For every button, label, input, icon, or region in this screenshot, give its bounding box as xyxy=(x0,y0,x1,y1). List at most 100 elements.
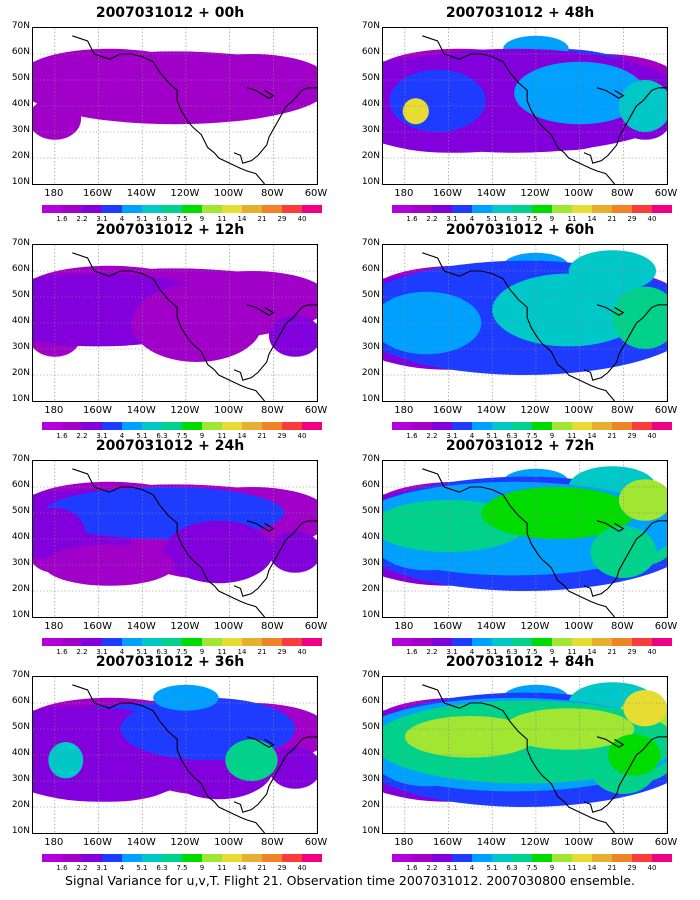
colorbar-label: 7.5 xyxy=(176,864,188,872)
colorbar-label: 1.6 xyxy=(56,432,68,440)
colorbar-swatch xyxy=(222,205,242,213)
colorbar-label: 3.1 xyxy=(96,864,108,872)
variance-field xyxy=(383,28,667,184)
lon-label: 180 xyxy=(394,405,414,416)
colorbar-label: 5.1 xyxy=(486,648,498,656)
colorbar-label: 5.1 xyxy=(136,864,148,872)
lat-label: 30N xyxy=(361,342,380,352)
colorbar-swatch xyxy=(532,638,552,646)
colorbar-label: 3.1 xyxy=(446,432,458,440)
lat-label: 60N xyxy=(361,264,380,274)
colorbar-swatch xyxy=(122,854,142,862)
lon-label: 160W xyxy=(433,621,463,632)
colorbar-swatch xyxy=(242,638,262,646)
lat-label: 20N xyxy=(11,584,30,594)
colorbar-swatch xyxy=(142,854,162,862)
colorbar-swatch xyxy=(302,638,322,646)
panel-title: 2007031012 + 24h xyxy=(95,438,245,454)
lat-label: 60N xyxy=(361,480,380,490)
lon-label: 140W xyxy=(126,837,156,848)
colorbar-swatch xyxy=(552,422,572,430)
colorbar-label: 3.1 xyxy=(446,864,458,872)
lon-label: 120W xyxy=(170,188,200,199)
colorbar-swatch xyxy=(552,854,572,862)
colorbar-label: 3.1 xyxy=(96,648,108,656)
colorbar-swatch xyxy=(82,422,102,430)
colorbar-label: 5.1 xyxy=(136,648,148,656)
colorbar-swatch xyxy=(282,422,302,430)
lat-label: 10N xyxy=(361,394,380,404)
coastline xyxy=(583,736,667,813)
lon-label: 160W xyxy=(83,405,113,416)
lon-label: 120W xyxy=(170,405,200,416)
colorbar-label: 1.6 xyxy=(56,215,68,223)
colorbar-label: 3.1 xyxy=(96,215,108,223)
contour-region xyxy=(33,507,86,560)
lon-label: 60W xyxy=(654,621,678,632)
map-panel: 2007031012 + 36h 70N 60N 50N 40N 30N 20N 10N 180… xyxy=(0,654,340,872)
lat-label: 40N xyxy=(11,99,30,109)
colorbar-label: 21 xyxy=(607,648,617,656)
colorbar-label: 2.2 xyxy=(76,215,88,223)
colorbar-swatch xyxy=(412,422,432,430)
colorbar-swatch xyxy=(412,638,432,646)
lon-label: 180 xyxy=(394,188,414,199)
colorbar-label: 40 xyxy=(297,215,307,223)
lon-label: 160W xyxy=(83,837,113,848)
colorbar-label: 2.2 xyxy=(426,648,438,656)
colorbar-label: 4 xyxy=(119,215,125,223)
lat-label: 30N xyxy=(11,774,30,784)
colorbar-swatch xyxy=(392,638,412,646)
panel-title: 2007031012 + 00h xyxy=(95,5,245,21)
lat-label: 40N xyxy=(361,532,380,542)
map-area xyxy=(382,27,668,185)
contour-region xyxy=(164,520,274,584)
colorbar-swatch xyxy=(472,638,492,646)
colorbar-swatch xyxy=(552,205,572,213)
lat-label: 60N xyxy=(361,696,380,706)
lon-label: 140W xyxy=(476,837,506,848)
colorbar-label: 4 xyxy=(469,648,475,656)
colorbar-swatch xyxy=(612,638,632,646)
colorbar-swatch xyxy=(492,205,512,213)
lat-label: 70N xyxy=(11,454,30,464)
colorbar-swatch xyxy=(42,422,62,430)
colorbar-swatch xyxy=(202,422,222,430)
lon-label: 100W xyxy=(214,188,244,199)
lon-label: 160W xyxy=(83,621,113,632)
colorbar-swatch xyxy=(42,638,62,646)
panel-title: 2007031012 + 48h xyxy=(445,5,595,21)
colorbar-swatch xyxy=(282,638,302,646)
lat-label: 10N xyxy=(361,826,380,836)
lon-label: 100W xyxy=(564,405,594,416)
lon-label: 80W xyxy=(260,837,284,848)
colorbar-label: 14 xyxy=(587,864,597,872)
panel-title: 2007031012 + 84h xyxy=(445,654,595,670)
lon-label: 180 xyxy=(394,621,414,632)
colorbar-swatch xyxy=(532,854,552,862)
colorbar-swatch xyxy=(62,205,82,213)
coastline xyxy=(422,35,615,184)
variance-field xyxy=(33,461,317,617)
colorbar-swatch xyxy=(612,422,632,430)
lat-label: 40N xyxy=(361,748,380,758)
colorbar-label: 5.1 xyxy=(486,432,498,440)
lon-label: 180 xyxy=(394,837,414,848)
contour-region xyxy=(268,531,317,573)
colorbar-swatch xyxy=(512,854,532,862)
contour-region xyxy=(404,716,536,758)
contour-region xyxy=(514,61,646,125)
colorbar-label: 2.2 xyxy=(426,215,438,223)
colorbar-label: 6.3 xyxy=(156,648,168,656)
colorbar-swatch xyxy=(142,205,162,213)
colorbar-swatch xyxy=(82,854,102,862)
colorbar-label: 40 xyxy=(647,864,657,872)
contour-region xyxy=(33,98,82,140)
lon-label: 140W xyxy=(126,621,156,632)
colorbar-swatch xyxy=(492,638,512,646)
colorbar-swatch xyxy=(142,422,162,430)
coastline xyxy=(72,252,265,401)
contour-region xyxy=(33,48,197,101)
colorbar-swatch xyxy=(392,205,412,213)
lon-label: 60W xyxy=(304,188,328,199)
